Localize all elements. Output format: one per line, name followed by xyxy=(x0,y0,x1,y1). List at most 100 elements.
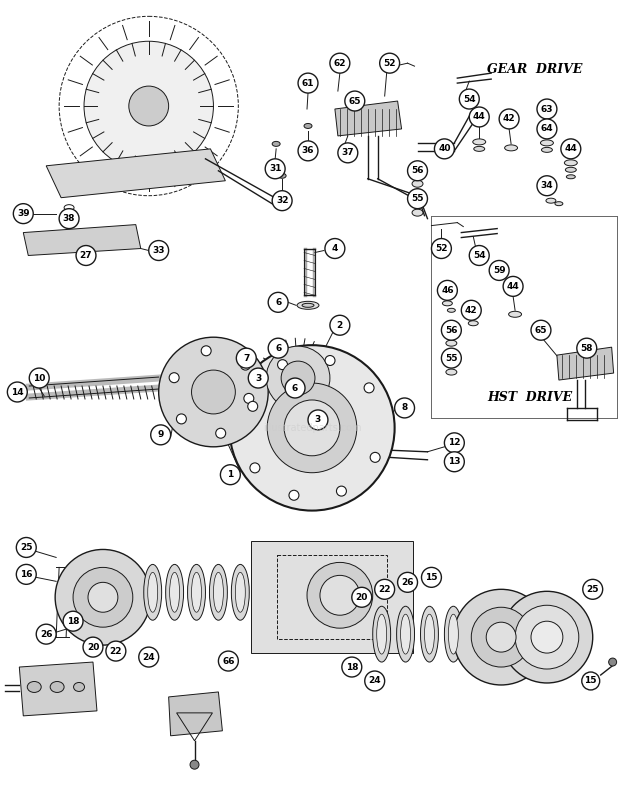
Text: 22: 22 xyxy=(110,647,122,656)
Circle shape xyxy=(59,209,79,229)
Circle shape xyxy=(379,54,400,73)
Circle shape xyxy=(561,139,581,159)
Circle shape xyxy=(250,463,260,473)
Text: 44: 44 xyxy=(507,282,520,291)
Text: 32: 32 xyxy=(276,196,288,205)
Circle shape xyxy=(325,355,335,366)
Circle shape xyxy=(192,370,236,414)
Text: GEAR  DRIVE: GEAR DRIVE xyxy=(487,63,583,76)
Ellipse shape xyxy=(566,175,575,179)
Circle shape xyxy=(266,346,330,410)
Ellipse shape xyxy=(448,614,458,654)
Ellipse shape xyxy=(446,340,457,346)
Circle shape xyxy=(285,378,305,398)
Polygon shape xyxy=(335,101,402,136)
Circle shape xyxy=(441,348,461,368)
Ellipse shape xyxy=(425,614,435,654)
Text: 10: 10 xyxy=(33,374,45,382)
Circle shape xyxy=(159,337,268,447)
Circle shape xyxy=(537,99,557,119)
Ellipse shape xyxy=(231,564,249,620)
Text: 14: 14 xyxy=(11,388,24,396)
Ellipse shape xyxy=(192,572,202,612)
Circle shape xyxy=(248,401,258,411)
Circle shape xyxy=(432,239,451,258)
Ellipse shape xyxy=(505,145,518,151)
Ellipse shape xyxy=(27,682,41,693)
Text: 26: 26 xyxy=(401,578,414,587)
Ellipse shape xyxy=(188,564,205,620)
Circle shape xyxy=(289,490,299,500)
Text: 38: 38 xyxy=(63,214,76,223)
Circle shape xyxy=(36,624,56,644)
Text: 42: 42 xyxy=(465,306,477,314)
Circle shape xyxy=(531,320,551,340)
Text: 52: 52 xyxy=(435,244,448,253)
Circle shape xyxy=(499,109,519,129)
FancyBboxPatch shape xyxy=(251,541,412,653)
Text: 34: 34 xyxy=(541,181,553,190)
Ellipse shape xyxy=(377,614,387,654)
Ellipse shape xyxy=(541,147,552,152)
Ellipse shape xyxy=(443,301,453,306)
Circle shape xyxy=(407,189,427,209)
Text: 26: 26 xyxy=(40,630,53,638)
Circle shape xyxy=(139,647,159,667)
Text: 8: 8 xyxy=(401,403,408,412)
Circle shape xyxy=(453,589,549,685)
Text: 6: 6 xyxy=(292,384,298,392)
Circle shape xyxy=(88,582,118,612)
Text: 55: 55 xyxy=(411,194,423,203)
Circle shape xyxy=(445,452,464,472)
Circle shape xyxy=(342,657,361,677)
Text: 40: 40 xyxy=(438,144,451,154)
Circle shape xyxy=(248,368,268,388)
Text: 31: 31 xyxy=(269,164,281,173)
Text: 46: 46 xyxy=(441,286,454,295)
Polygon shape xyxy=(19,662,97,716)
Text: 13: 13 xyxy=(448,457,461,466)
Text: 20: 20 xyxy=(356,593,368,602)
Ellipse shape xyxy=(272,141,280,147)
Circle shape xyxy=(459,89,479,109)
Text: 42: 42 xyxy=(503,114,515,124)
Circle shape xyxy=(298,141,318,161)
Ellipse shape xyxy=(565,167,577,173)
Circle shape xyxy=(244,393,254,403)
Text: 9: 9 xyxy=(157,430,164,440)
Circle shape xyxy=(435,139,454,159)
Ellipse shape xyxy=(445,606,463,662)
Circle shape xyxy=(583,579,603,599)
Ellipse shape xyxy=(555,202,563,206)
Circle shape xyxy=(345,91,365,111)
Circle shape xyxy=(515,605,579,669)
Circle shape xyxy=(407,161,427,180)
Circle shape xyxy=(268,338,288,358)
Circle shape xyxy=(298,73,318,93)
Ellipse shape xyxy=(50,682,64,693)
Polygon shape xyxy=(46,149,226,198)
Text: 39: 39 xyxy=(17,209,30,218)
Circle shape xyxy=(374,579,394,599)
Circle shape xyxy=(16,564,36,585)
Text: 56: 56 xyxy=(411,166,423,175)
Text: illustratedparts.com: illustratedparts.com xyxy=(263,423,361,433)
Text: 54: 54 xyxy=(463,95,476,103)
Circle shape xyxy=(469,107,489,127)
Text: 18: 18 xyxy=(345,663,358,671)
Circle shape xyxy=(29,368,49,388)
Text: 25: 25 xyxy=(20,543,32,552)
Circle shape xyxy=(308,410,328,430)
Circle shape xyxy=(582,672,600,690)
Circle shape xyxy=(83,637,103,657)
Ellipse shape xyxy=(304,124,312,128)
Ellipse shape xyxy=(144,564,162,620)
Polygon shape xyxy=(24,225,141,255)
Circle shape xyxy=(397,572,417,593)
Text: 33: 33 xyxy=(153,246,165,255)
Circle shape xyxy=(531,621,563,653)
Circle shape xyxy=(265,159,285,179)
Text: 59: 59 xyxy=(493,266,505,275)
Text: 55: 55 xyxy=(445,354,458,362)
Text: 25: 25 xyxy=(587,585,599,594)
